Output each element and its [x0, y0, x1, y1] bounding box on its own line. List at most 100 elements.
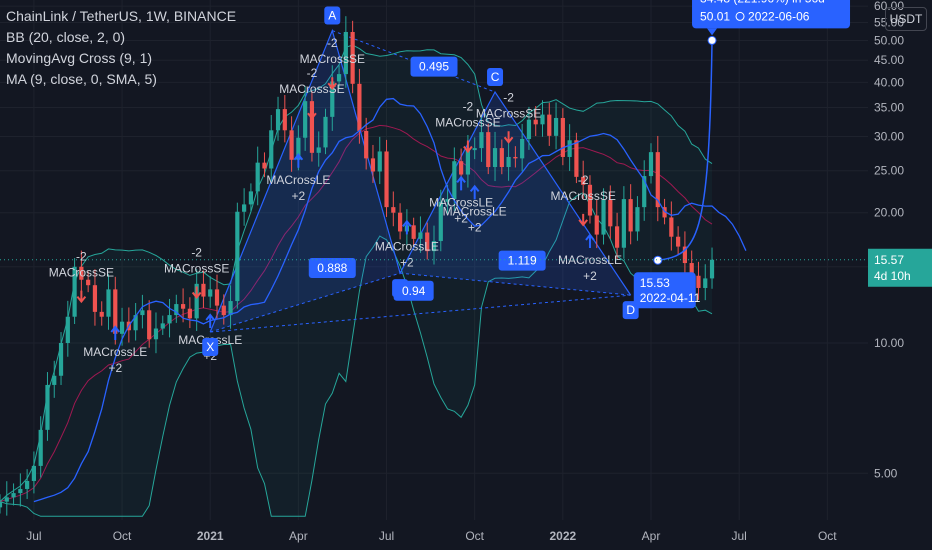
indicator-bb[interactable]: BB (20, close, 2, 0) [6, 29, 126, 45]
long-arrow-icon [110, 325, 121, 341]
candle-body [459, 161, 464, 175]
candle-body [72, 266, 77, 317]
projection-start-date: 2022-04-11 [640, 291, 701, 305]
signal-qty: +2 [292, 189, 306, 203]
pattern-ratio-box [393, 280, 434, 301]
signal-label: MACrossSE [164, 261, 229, 275]
x-tick-label: Apr [289, 529, 308, 543]
candle-body [418, 232, 423, 239]
candle-body [269, 130, 274, 169]
currency-label[interactable]: USDT [885, 7, 927, 31]
candle-body [499, 148, 504, 168]
signal-qty: +2 [108, 361, 122, 375]
x-tick-label: Jul [379, 529, 394, 543]
signal-qty: +2 [454, 211, 468, 225]
signal-label: MACrossSE [49, 266, 114, 280]
candle-body [343, 31, 348, 75]
candle-body [642, 176, 647, 208]
candle-body [147, 310, 152, 340]
x-tick-label: Apr [642, 529, 661, 543]
candle-body [201, 283, 206, 297]
pattern-ratio-box [498, 250, 546, 271]
candle-body [208, 289, 213, 297]
candle-body [431, 241, 437, 252]
indicator-mac[interactable]: MovingAvg Cross (9, 1) [6, 50, 153, 66]
candle-body [547, 114, 552, 136]
candle-body [214, 289, 220, 306]
projection-target-price: 50.01 [700, 9, 730, 23]
short-arrow-icon [578, 213, 588, 227]
candle-body [79, 266, 84, 280]
candle-body [709, 259, 715, 279]
candle-body [140, 310, 145, 316]
candle-body [242, 204, 247, 212]
y-tick-label: 55.00 [874, 16, 904, 30]
y-tick-label: 30.00 [874, 129, 904, 143]
signal-label: MACrossSE [279, 82, 344, 96]
signal-qty: +2 [468, 220, 482, 234]
projection-start-box [633, 272, 696, 309]
candle-body [86, 279, 91, 286]
projection-start-dot [653, 255, 663, 265]
candle-body [621, 199, 626, 248]
projection-target-pointer [707, 28, 718, 36]
candle-body [248, 191, 254, 205]
candle-body [309, 101, 315, 153]
candle-body [669, 217, 674, 237]
y-tick-label: 45.00 [874, 53, 904, 67]
pattern-ratio-label: 1.119 [508, 254, 537, 268]
bollinger-bands [0, 44, 713, 517]
x-tick-label: 2021 [197, 529, 224, 543]
candle-body [180, 304, 186, 309]
candle-body [350, 31, 355, 84]
candle-body [221, 305, 226, 316]
candle-body [655, 152, 660, 208]
clock-icon [735, 11, 745, 21]
candle-body [194, 283, 199, 319]
candle-body [167, 315, 172, 324]
x-tick-label: Oct [465, 529, 484, 543]
long-arrow-icon [293, 153, 304, 168]
candle-body [682, 246, 688, 264]
symbol-title[interactable]: ChainLink / TetherUS, 1W, BINANCE [6, 8, 237, 24]
candle-body [540, 114, 545, 125]
candle-body [601, 199, 606, 235]
candle-body [133, 315, 138, 331]
short-arrow-icon [327, 77, 338, 90]
candle-body [526, 119, 532, 139]
candle-body [262, 162, 267, 169]
indicator-ma[interactable]: MA (9, close, 0, SMA, 5) [6, 71, 157, 87]
signal-label: MACrossLE [558, 253, 622, 267]
candle-body [425, 232, 430, 252]
candle-body [608, 199, 613, 227]
candle-body [445, 199, 450, 202]
y-tick-label: 35.00 [874, 100, 904, 114]
pattern-triangle-bcd [400, 92, 631, 296]
candle-body [187, 308, 192, 319]
projection-curve [657, 40, 713, 261]
current-price-tag [868, 248, 932, 287]
candle-body [438, 201, 443, 242]
candle-body [628, 199, 633, 232]
pattern-ratio-box [308, 258, 356, 279]
signal-label: MACrossLE [375, 239, 439, 253]
pattern-point-label: D [626, 303, 635, 317]
pattern-ratio-box [410, 56, 458, 77]
signal-label: MACrossSE [551, 189, 616, 203]
signal-qty: -2 [578, 173, 589, 187]
grid [0, 0, 868, 520]
projection-end-dot [707, 35, 717, 45]
candle-body [703, 278, 708, 288]
signal-qty: -2 [307, 66, 318, 80]
candle-body [0, 501, 3, 508]
signal-label: MACrossLE [266, 173, 330, 187]
signal-qty: -2 [327, 36, 338, 50]
y-tick-label: 60.00 [874, 0, 904, 13]
candle-body [65, 316, 70, 343]
long-arrow-icon [456, 175, 466, 191]
candle-body [119, 321, 125, 334]
bb-fill [0, 45, 712, 517]
candle-body [472, 148, 477, 151]
